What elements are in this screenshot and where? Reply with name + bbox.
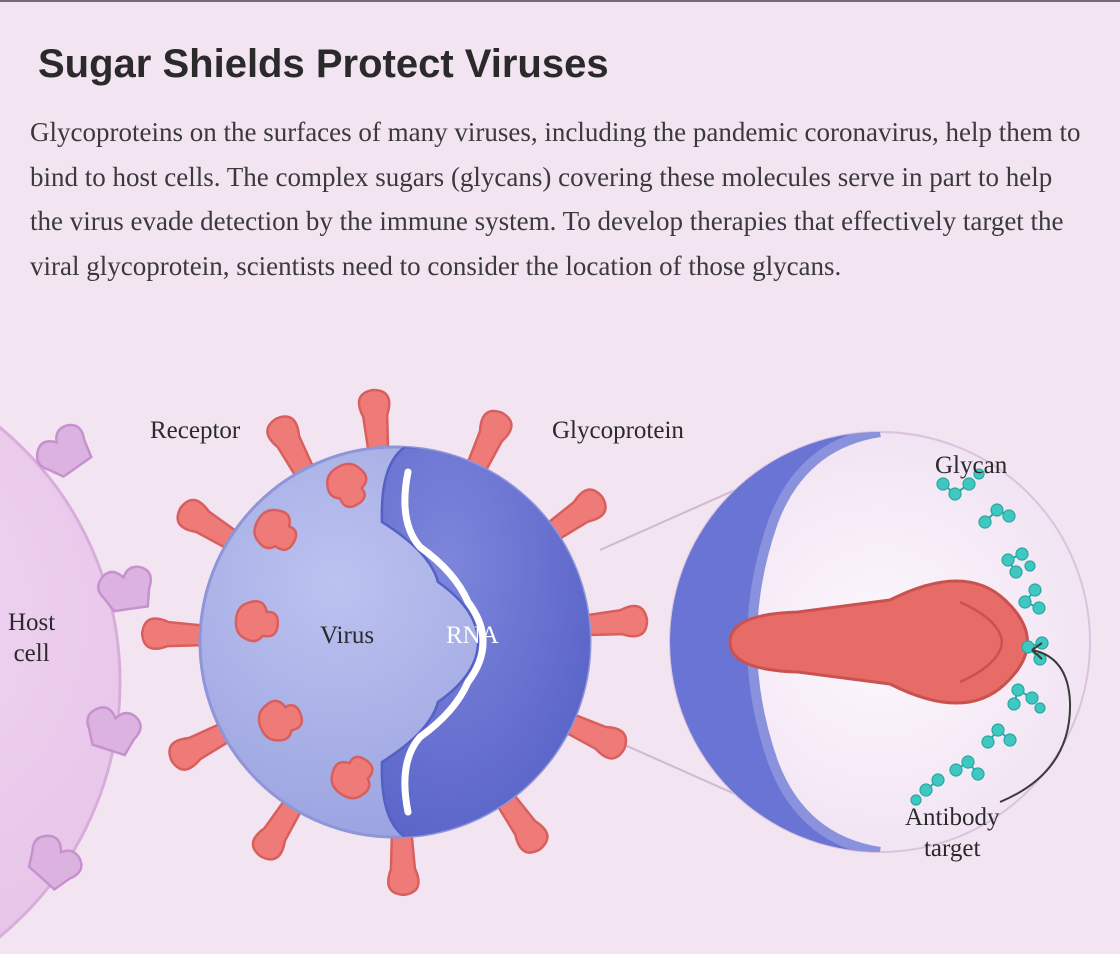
virus-body xyxy=(200,447,600,837)
label-virus: Virus xyxy=(320,620,374,651)
detail-circle xyxy=(670,432,1090,852)
label-hostcell: Host cell xyxy=(8,607,55,670)
label-receptor: Receptor xyxy=(150,415,240,446)
label-antibody-text: Antibody target xyxy=(905,804,999,862)
label-rna: RNA xyxy=(446,620,499,651)
label-hostcell-text: Host cell xyxy=(8,609,55,667)
label-glycoprotein: Glycoprotein xyxy=(552,415,684,446)
label-glycan: Glycan xyxy=(935,450,1007,481)
body-paragraph: Glycoproteins on the surfaces of many vi… xyxy=(30,110,1090,288)
label-antibody: Antibody target xyxy=(905,802,999,865)
page-title: Sugar Shields Protect Viruses xyxy=(38,42,609,87)
